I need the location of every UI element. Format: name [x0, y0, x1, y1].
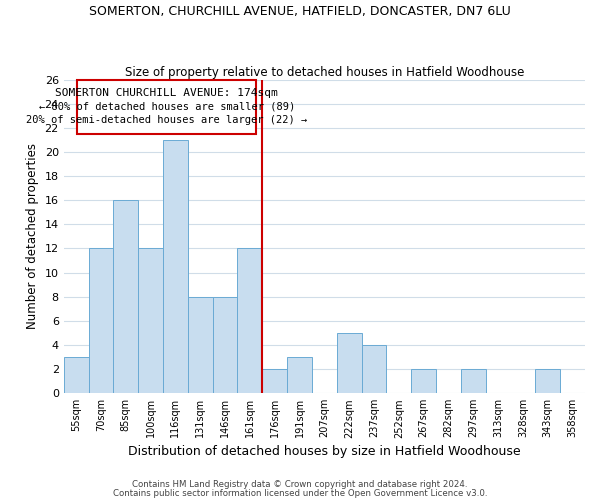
X-axis label: Distribution of detached houses by size in Hatfield Woodhouse: Distribution of detached houses by size …: [128, 444, 521, 458]
Text: Contains public sector information licensed under the Open Government Licence v3: Contains public sector information licen…: [113, 488, 487, 498]
Title: Size of property relative to detached houses in Hatfield Woodhouse: Size of property relative to detached ho…: [125, 66, 524, 78]
Bar: [138, 248, 163, 393]
Bar: [337, 333, 362, 393]
Text: SOMERTON CHURCHILL AVENUE: 174sqm: SOMERTON CHURCHILL AVENUE: 174sqm: [55, 88, 278, 98]
Bar: [262, 369, 287, 393]
Bar: [287, 357, 312, 393]
Text: 20% of semi-detached houses are larger (22) →: 20% of semi-detached houses are larger (…: [26, 114, 307, 124]
Bar: [238, 248, 262, 393]
Bar: [89, 248, 113, 393]
Bar: [461, 369, 486, 393]
Bar: [535, 369, 560, 393]
Bar: [212, 296, 238, 393]
Text: Contains HM Land Registry data © Crown copyright and database right 2024.: Contains HM Land Registry data © Crown c…: [132, 480, 468, 489]
Text: SOMERTON, CHURCHILL AVENUE, HATFIELD, DONCASTER, DN7 6LU: SOMERTON, CHURCHILL AVENUE, HATFIELD, DO…: [89, 5, 511, 18]
Bar: [188, 296, 212, 393]
Text: ← 80% of detached houses are smaller (89): ← 80% of detached houses are smaller (89…: [38, 102, 295, 112]
Y-axis label: Number of detached properties: Number of detached properties: [26, 144, 39, 330]
Bar: [77, 80, 256, 134]
Bar: [64, 357, 89, 393]
Bar: [362, 345, 386, 393]
Bar: [163, 140, 188, 393]
Bar: [411, 369, 436, 393]
Bar: [113, 200, 138, 393]
